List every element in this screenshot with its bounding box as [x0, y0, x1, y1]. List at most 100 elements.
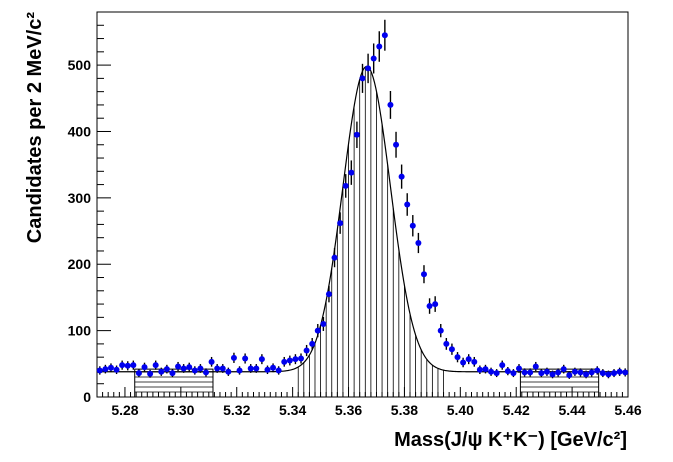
data-point [543, 368, 550, 375]
data-point [180, 365, 187, 372]
data-point [611, 370, 618, 377]
data-point [191, 367, 198, 374]
y-tick-label: 300 [68, 190, 92, 206]
data-point [527, 369, 534, 376]
data-point [298, 355, 305, 362]
data-point [460, 359, 467, 366]
data-point [337, 220, 344, 227]
data-point [516, 365, 523, 372]
x-tick-label: 5.46 [614, 402, 641, 418]
y-axis-title: Candidates per 2 MeV/c² [24, 12, 46, 244]
y-tick-label: 400 [68, 123, 92, 139]
data-point [147, 370, 154, 377]
data-point [325, 291, 332, 298]
data-point [281, 358, 288, 365]
data-point [242, 355, 249, 362]
x-tick-label: 5.38 [391, 402, 418, 418]
data-point [202, 369, 209, 376]
y-tick-label: 500 [68, 57, 92, 73]
data-point [219, 365, 226, 372]
data-point [135, 370, 142, 377]
data-point [482, 366, 489, 373]
data-point [493, 370, 500, 377]
data-point [504, 368, 511, 375]
data-point [370, 55, 377, 62]
data-point [270, 364, 277, 371]
data-point [599, 370, 606, 377]
data-point [622, 369, 629, 376]
data-point [292, 356, 299, 363]
data-point [124, 362, 131, 369]
y-axis: 0 100 200 300 400 500 [68, 24, 111, 405]
data-point [454, 354, 461, 361]
data-point [432, 301, 439, 308]
data-point [499, 362, 506, 369]
y-tick-label: 0 [83, 389, 91, 405]
signal-window-hatching-layer [297, 66, 444, 397]
data-point [583, 371, 590, 378]
data-point [566, 372, 573, 379]
data-point [465, 356, 472, 363]
data-point [353, 131, 360, 138]
data-point [532, 363, 539, 370]
x-tick-label: 5.42 [503, 402, 530, 418]
data-point [225, 368, 232, 375]
data-point [96, 367, 103, 374]
data-point [119, 362, 126, 369]
data-point [376, 43, 383, 50]
data-point [320, 320, 327, 327]
data-point [309, 340, 316, 347]
data-point [314, 327, 321, 334]
data-point [521, 369, 528, 376]
data-point [152, 362, 159, 369]
data-point [404, 201, 411, 208]
y-tick-label: 100 [68, 323, 92, 339]
data-point [488, 368, 495, 375]
data-point [549, 371, 556, 378]
plot-frame [96, 11, 629, 398]
data-point [197, 365, 204, 372]
data-point [247, 365, 254, 372]
data-point [303, 347, 310, 354]
data-point [415, 240, 422, 246]
data-point [571, 368, 578, 375]
data-point [420, 271, 427, 278]
data-point [443, 340, 450, 347]
data-point [169, 370, 176, 377]
data-point [555, 369, 562, 376]
data-point [158, 368, 165, 375]
y-tick-label: 200 [68, 256, 92, 272]
x-tick-label: 5.30 [167, 402, 194, 418]
data-point [342, 182, 349, 189]
data-point [186, 364, 193, 371]
data-point [616, 368, 623, 375]
x-axis: 5.28 5.30 5.32 5.34 5.36 5.38 5.40 5.42 5.44 5.46 [96, 387, 642, 418]
data-point [426, 303, 433, 310]
x-tick-label: 5.34 [279, 402, 306, 418]
data-point [331, 254, 338, 261]
data-point [175, 363, 182, 370]
x-tick-label: 5.40 [447, 402, 474, 418]
data-point [163, 366, 170, 373]
data-point [258, 356, 265, 363]
data-point [398, 173, 405, 180]
data-point [605, 371, 612, 378]
data-point [359, 75, 366, 82]
data-point [365, 65, 372, 72]
data-point [409, 222, 416, 229]
data-point [130, 362, 137, 369]
data-point [393, 141, 400, 148]
data-point [437, 327, 444, 334]
data-points-layer [96, 19, 629, 379]
data-point [230, 354, 237, 361]
data-point [577, 369, 584, 376]
x-tick-label: 5.32 [223, 402, 250, 418]
data-point [141, 364, 148, 371]
x-tick-label: 5.44 [558, 402, 585, 418]
data-point [286, 357, 293, 364]
x-tick-label: 5.28 [111, 402, 138, 418]
data-point [113, 366, 120, 373]
data-point [471, 358, 478, 365]
x-axis-title: Mass(J/ψ K⁺K⁻) [GeV/c²] [394, 429, 627, 451]
